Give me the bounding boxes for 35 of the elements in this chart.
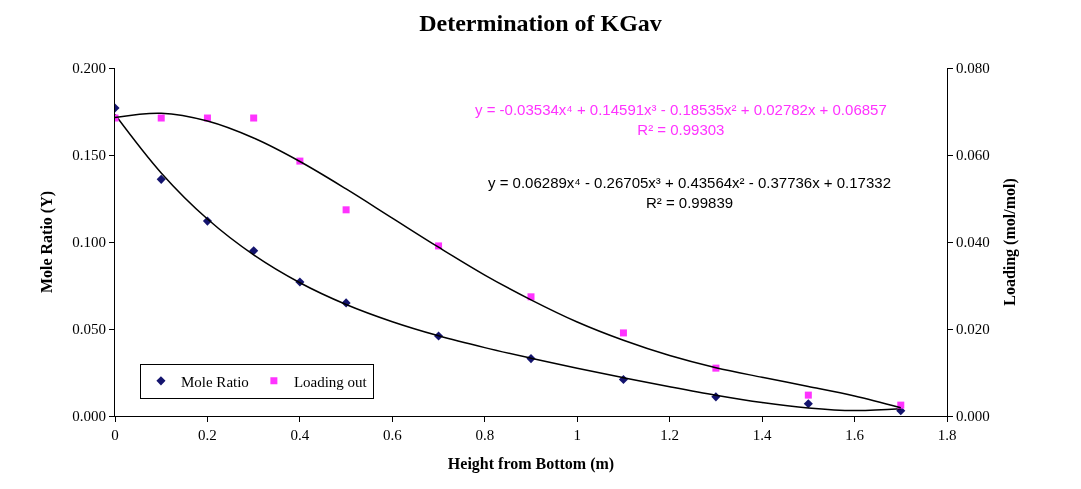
legend-label: Mole Ratio — [180, 373, 249, 390]
y2-tick-label: 0.060 — [956, 147, 990, 164]
x-tick-label: 0.4 — [290, 427, 310, 443]
annotation: y = -0.03534x⁴ + 0.14591x³ - 0.18535x² + 0.02782x + 0.06857 R² = 0.99303 — [475, 101, 887, 138]
x-tick-label: 0.6 — [382, 427, 403, 443]
y2-tick-label: 0.020 — [956, 321, 990, 338]
x-axis-title: Height from Bottom (m) — [447, 454, 615, 473]
x-tick-label: 0.2 — [198, 427, 217, 443]
point — [156, 174, 166, 184]
annotation: y = 0.06289x⁴ - 0.26705x³ + 0.43564x² - 0.37736x + 0.17332 R² = 0.99839 — [488, 174, 891, 211]
x-tick-label: 1.6 — [845, 427, 865, 443]
point — [342, 206, 350, 214]
y-tick-label: 0.200 — [72, 60, 106, 77]
y-tick-label: 0.000 — [72, 408, 106, 425]
chart-title: Determination of KGav — [419, 10, 662, 37]
x-tick-label: 0.8 — [475, 427, 495, 443]
y-tick-label: 0.100 — [72, 234, 106, 251]
x-tick-label: 1 — [573, 427, 581, 443]
point — [157, 114, 165, 122]
y2-tick-label: 0.080 — [956, 60, 990, 77]
y-tick-label: 0.150 — [72, 147, 106, 164]
point — [803, 399, 813, 409]
point — [804, 391, 812, 399]
y2-axis-title: Loading (mol/mol) — [1001, 178, 1020, 306]
point — [250, 114, 258, 122]
y-tick-label: 0.050 — [72, 321, 106, 338]
legend-label: Loading out — [293, 373, 368, 390]
x-tick-label: 1.8 — [937, 427, 957, 443]
x-tick-label: 1.2 — [660, 427, 680, 443]
x-tick-label: 1.4 — [752, 427, 772, 443]
y2-tick-label: 0.040 — [956, 234, 990, 251]
x-tick-label: 0 — [111, 427, 119, 443]
y2-tick-label: 0.000 — [956, 408, 990, 425]
y-axis-title: Mole Ratio (Y) — [38, 190, 57, 294]
point — [619, 329, 627, 337]
